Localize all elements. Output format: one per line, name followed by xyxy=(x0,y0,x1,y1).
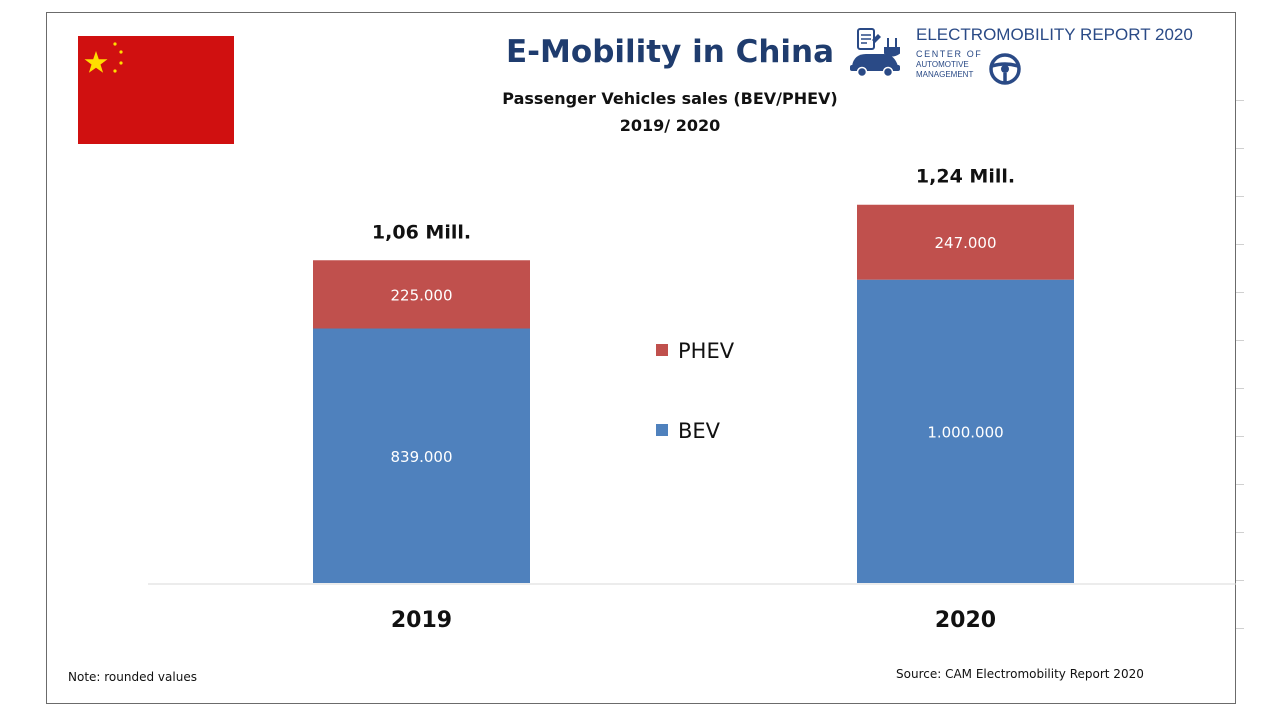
report-title: ELECTROMOBILITY REPORT 2020 xyxy=(916,25,1193,44)
x-tick-label-2020: 2020 xyxy=(935,608,996,633)
frame-tick xyxy=(1236,436,1244,437)
legend-label-phev: PHEV xyxy=(678,339,735,363)
source-note: Source: CAM Electromobility Report 2020 xyxy=(896,667,1144,681)
frame-tick xyxy=(1236,580,1244,581)
china-flag-icon xyxy=(78,36,234,144)
chart-title: E-Mobility in China xyxy=(506,34,834,70)
frame-tick xyxy=(1236,340,1244,341)
logo-line: AUTOMOTIVE xyxy=(916,60,969,69)
total-label-2020: 1,24 Mill. xyxy=(916,166,1015,188)
x-tick-label-2019: 2019 xyxy=(391,608,452,633)
data-label-phev-2020: 247.000 xyxy=(934,234,996,252)
frame-tick xyxy=(1236,628,1244,629)
legend-swatch-bev xyxy=(656,424,668,436)
frame-tick xyxy=(1236,100,1244,101)
frame-tick xyxy=(1236,244,1244,245)
bar-bev-2020 xyxy=(857,279,1074,583)
logo-line: CENTER OF xyxy=(916,49,983,59)
total-label-2019: 1,06 Mill. xyxy=(372,221,471,243)
data-label-bev-2020: 1.000.000 xyxy=(927,423,1003,441)
bar-phev-2019 xyxy=(313,260,530,329)
frame-tick xyxy=(1236,196,1244,197)
steering-wheel-icon xyxy=(989,53,1021,85)
data-label-phev-2019: 225.000 xyxy=(390,286,452,304)
chart-subtitle-years: 2019/ 2020 xyxy=(619,116,721,135)
frame-tick xyxy=(1236,148,1244,149)
frame-tick xyxy=(1236,292,1244,293)
bar-phev-2020 xyxy=(857,204,1074,280)
legend-swatch-phev xyxy=(656,344,668,356)
bar-bev-2019 xyxy=(313,328,530,583)
note-rounded-values: Note: rounded values xyxy=(68,670,197,684)
frame-tick xyxy=(1236,388,1244,389)
frame-tick xyxy=(1236,532,1244,533)
legend-label-bev: BEV xyxy=(678,419,721,443)
ev-charging-icon xyxy=(848,26,906,85)
data-label-bev-2019: 839.000 xyxy=(390,448,452,466)
chart-subtitle: Passenger Vehicles sales (BEV/PHEV) xyxy=(502,89,838,108)
logo-line: MANAGEMENT xyxy=(916,70,974,79)
frame-tick xyxy=(1236,484,1244,485)
